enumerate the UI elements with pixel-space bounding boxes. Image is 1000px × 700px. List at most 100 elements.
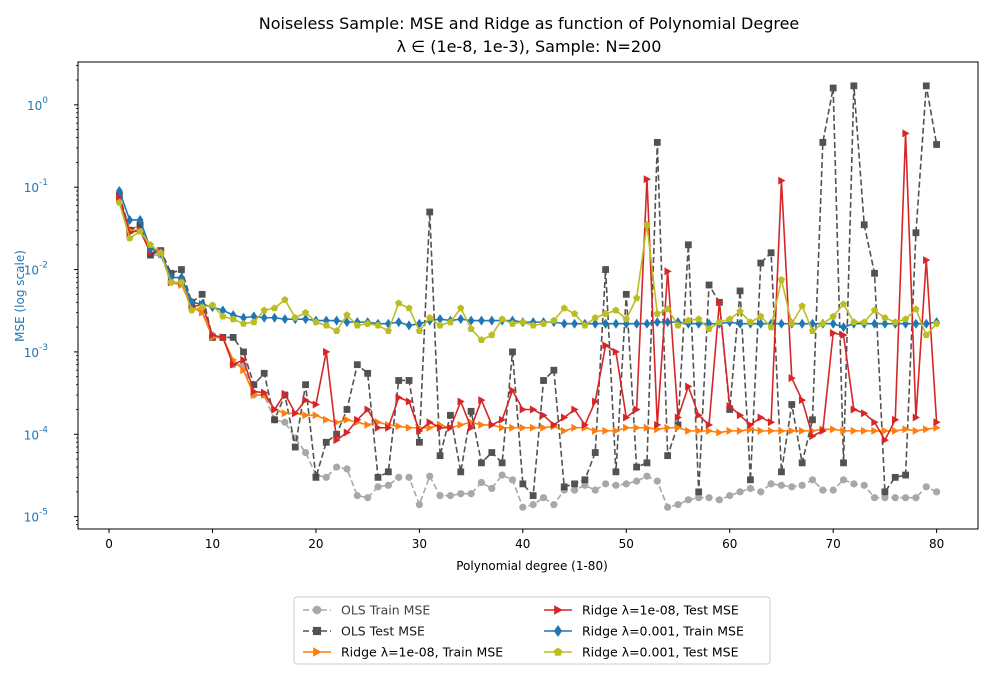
data-point xyxy=(891,318,899,326)
data-point xyxy=(695,494,703,502)
data-point xyxy=(353,361,361,369)
data-point xyxy=(602,266,609,273)
data-point xyxy=(933,418,941,427)
data-point xyxy=(229,315,237,323)
data-point xyxy=(426,313,434,321)
data-point xyxy=(892,426,900,435)
data-point xyxy=(736,426,745,435)
data-point xyxy=(364,420,372,429)
data-point xyxy=(539,494,548,502)
data-point xyxy=(819,138,827,146)
data-point xyxy=(446,318,455,326)
data-point xyxy=(343,406,351,413)
data-point xyxy=(519,480,527,488)
data-point xyxy=(291,443,299,451)
data-point xyxy=(633,318,641,329)
data-point xyxy=(208,301,217,309)
data-point xyxy=(819,486,827,494)
data-point xyxy=(788,374,796,383)
data-point xyxy=(912,305,920,313)
data-point xyxy=(715,496,723,504)
legend: OLS Train MSE OLS Test MSE Ridge λ=1e-08, … xyxy=(293,596,771,665)
series-4 xyxy=(116,129,941,445)
data-point xyxy=(809,432,817,441)
data-point xyxy=(870,306,879,314)
data-point xyxy=(395,422,403,431)
legend-item: Ridge λ=1e-08, Train MSE xyxy=(303,645,503,660)
data-point xyxy=(860,318,868,326)
y-tick-label: 10-5 xyxy=(24,508,48,525)
data-point xyxy=(612,347,620,356)
data-point xyxy=(426,208,434,216)
data-point xyxy=(115,185,123,196)
series-line xyxy=(118,133,938,442)
legend-frame xyxy=(293,596,771,665)
data-point xyxy=(405,304,413,312)
data-point xyxy=(426,418,434,427)
data-point xyxy=(550,366,558,374)
data-point xyxy=(250,311,258,322)
data-point xyxy=(540,423,548,432)
data-point xyxy=(281,295,289,303)
series-line xyxy=(118,190,937,328)
data-point xyxy=(664,305,672,313)
data-point xyxy=(426,423,434,432)
data-point xyxy=(602,341,610,350)
data-point xyxy=(695,488,703,496)
data-point xyxy=(395,299,403,307)
data-point xyxy=(312,318,320,326)
x-axis-label: Polynomial degree (1-80) xyxy=(456,559,608,573)
data-point xyxy=(198,303,206,311)
legend-marker xyxy=(553,647,563,656)
data-point xyxy=(808,327,817,334)
data-point xyxy=(705,281,713,289)
data-point xyxy=(622,290,630,298)
data-point xyxy=(136,227,144,235)
data-point xyxy=(240,312,247,323)
data-point xyxy=(747,476,754,484)
data-point xyxy=(684,316,692,324)
data-point xyxy=(188,306,196,314)
series-layer xyxy=(115,82,941,511)
data-point xyxy=(736,307,744,315)
data-point xyxy=(436,492,444,500)
data-point xyxy=(302,381,309,389)
data-point xyxy=(654,420,662,429)
data-point xyxy=(808,476,817,484)
data-point xyxy=(333,327,341,334)
data-point xyxy=(561,426,569,435)
data-point xyxy=(778,318,785,329)
data-point xyxy=(115,198,123,206)
data-point xyxy=(498,459,506,467)
data-point xyxy=(395,317,403,328)
data-point xyxy=(260,306,268,314)
legend-marker xyxy=(554,605,563,615)
data-point xyxy=(674,421,682,429)
data-point xyxy=(477,478,486,487)
data-point xyxy=(457,420,465,429)
data-point xyxy=(229,334,237,341)
data-point xyxy=(478,396,486,405)
data-point xyxy=(581,321,589,329)
data-point xyxy=(912,426,920,435)
data-point xyxy=(147,251,154,259)
data-point xyxy=(715,318,723,326)
data-point xyxy=(374,473,382,481)
data-point xyxy=(570,486,579,494)
data-point xyxy=(840,426,848,435)
data-point xyxy=(519,318,527,326)
data-point xyxy=(488,420,496,429)
data-point xyxy=(612,468,620,476)
data-point xyxy=(933,423,941,432)
data-point xyxy=(198,308,207,317)
data-point xyxy=(705,318,713,329)
data-point xyxy=(757,413,765,422)
legend-marker xyxy=(553,625,563,637)
data-point xyxy=(777,276,786,283)
data-point xyxy=(477,336,486,343)
data-point xyxy=(716,428,724,437)
data-point xyxy=(850,82,858,90)
data-point xyxy=(384,468,392,476)
data-point xyxy=(829,486,837,494)
data-point xyxy=(601,480,610,488)
